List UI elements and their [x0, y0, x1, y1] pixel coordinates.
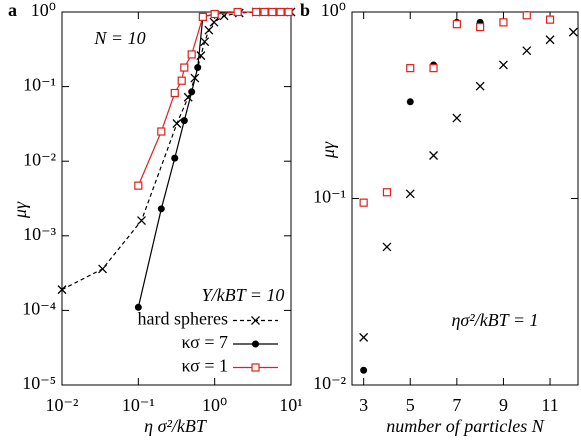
data-point	[157, 205, 165, 213]
data-point	[268, 7, 277, 17]
data-point	[545, 35, 555, 45]
data-point	[522, 46, 532, 56]
data-point	[360, 366, 368, 374]
data-point	[187, 50, 196, 59]
data-point	[134, 181, 143, 190]
data-point	[359, 332, 369, 342]
data-point	[452, 113, 462, 123]
legend-title: Y/kBT = 10	[202, 285, 285, 305]
data-point	[499, 18, 508, 27]
data-point	[57, 285, 67, 295]
data-point	[204, 25, 214, 35]
data-point	[476, 22, 485, 32]
data-point	[276, 7, 285, 17]
data-point	[382, 188, 392, 197]
data-point	[137, 216, 146, 226]
y-tick-label: 10⁻³	[23, 224, 57, 244]
data-point	[406, 98, 414, 106]
data-point	[522, 11, 531, 20]
panel-label: a	[8, 0, 17, 20]
legend-marker	[251, 316, 260, 325]
y-tick-label: 10⁻⁴	[22, 299, 56, 319]
annotation: ησ²/kBT = 1	[451, 310, 538, 330]
data-point	[210, 9, 219, 19]
data-point	[98, 264, 108, 274]
data-point	[475, 81, 485, 91]
data-point	[157, 127, 166, 136]
y-tick-label: 10⁻²	[23, 149, 56, 169]
legend-marker	[252, 340, 259, 348]
data-point	[260, 7, 269, 17]
data-point	[382, 242, 392, 252]
x-tick-label: 7	[452, 395, 461, 415]
legend-label: hard spheres	[138, 309, 228, 329]
x-tick-label: 9	[499, 395, 508, 415]
data-point	[172, 119, 182, 128]
x-axis-label: number of particles N	[386, 416, 544, 436]
x-tick-label: 3	[359, 395, 368, 415]
data-point	[252, 7, 261, 17]
y-tick-label: 10⁰	[31, 0, 56, 20]
y-tick-label: 10⁻¹	[313, 187, 346, 207]
y-tick-label: 10⁻²	[313, 373, 346, 393]
data-point	[170, 88, 179, 98]
data-point	[194, 64, 202, 72]
data-point	[134, 303, 142, 311]
y-axis-label: μγ	[318, 141, 338, 159]
data-point	[405, 189, 415, 199]
data-point	[284, 7, 293, 17]
data-point	[233, 7, 242, 17]
data-point	[209, 17, 219, 27]
x-tick-label: 5	[406, 395, 415, 415]
y-tick-label: 10⁻⁵	[22, 373, 56, 393]
data-point	[177, 76, 186, 85]
x-axis-label: η σ²/kBT	[144, 416, 208, 436]
plot-frame	[61, 11, 292, 386]
data-point	[406, 64, 415, 73]
data-point	[568, 27, 578, 37]
x-tick-label: 10⁰	[202, 395, 227, 415]
panel-label: b	[300, 0, 310, 20]
data-point	[180, 63, 189, 72]
x-tick-label: 10¹	[279, 395, 302, 415]
y-axis-label: μγ	[10, 201, 30, 219]
legend-label: κσ = 1	[181, 356, 228, 376]
y-tick-label: 10⁰	[321, 0, 346, 20]
data-point	[198, 12, 207, 21]
data-point	[429, 151, 439, 160]
legend-marker	[251, 363, 260, 372]
data-point	[180, 117, 188, 125]
data-point	[359, 198, 368, 207]
x-tick-label: 10⁻¹	[122, 395, 155, 415]
annotation: N = 10	[93, 28, 145, 48]
data-point	[498, 60, 508, 70]
data-point	[200, 37, 210, 47]
data-point	[545, 15, 555, 24]
x-tick-label: 10⁻²	[46, 395, 79, 415]
data-point	[171, 154, 179, 162]
data-point	[429, 64, 438, 73]
x-tick-label: 11	[541, 395, 558, 415]
legend-label: κσ = 7	[181, 332, 228, 352]
series-line	[137, 11, 289, 186]
data-point	[452, 20, 461, 29]
data-point	[188, 88, 196, 96]
y-tick-label: 10⁻¹	[23, 75, 56, 95]
